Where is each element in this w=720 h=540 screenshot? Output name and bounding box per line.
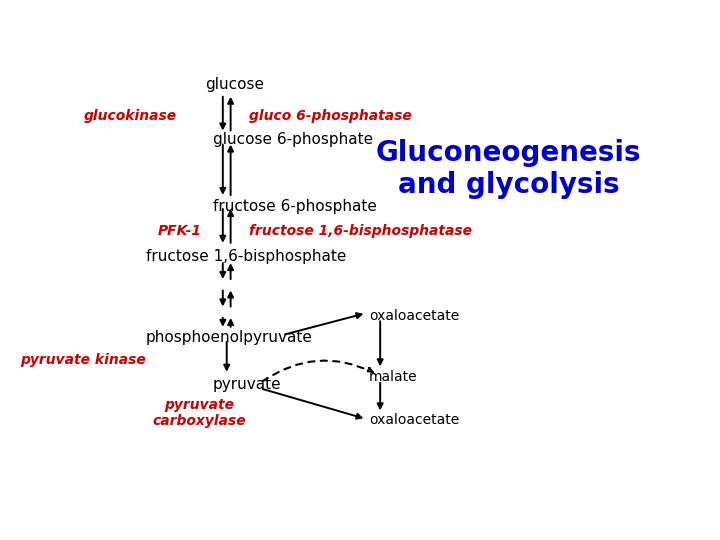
Text: glucose: glucose <box>206 77 264 92</box>
Text: pyruvate: pyruvate <box>213 377 282 393</box>
Text: oxaloacetate: oxaloacetate <box>369 413 459 427</box>
Text: pyruvate
carboxylase: pyruvate carboxylase <box>152 398 246 428</box>
Text: gluco 6-phosphatase: gluco 6-phosphatase <box>249 109 412 123</box>
Text: fructose 1,6-bisphosphate: fructose 1,6-bisphosphate <box>145 248 346 264</box>
Text: pyruvate kinase: pyruvate kinase <box>20 353 145 367</box>
Text: malate: malate <box>369 370 418 384</box>
Text: PFK-1: PFK-1 <box>158 224 202 238</box>
Text: fructose 6-phosphate: fructose 6-phosphate <box>213 199 377 214</box>
Text: glucokinase: glucokinase <box>84 109 176 123</box>
Text: glucose 6-phosphate: glucose 6-phosphate <box>213 132 373 147</box>
Text: Gluconeogenesis
and glycolysis: Gluconeogenesis and glycolysis <box>376 139 642 199</box>
Text: phosphoenolpyruvate: phosphoenolpyruvate <box>145 329 312 345</box>
Text: oxaloacetate: oxaloacetate <box>369 309 459 323</box>
Text: fructose 1,6-bisphosphatase: fructose 1,6-bisphosphatase <box>249 224 472 238</box>
